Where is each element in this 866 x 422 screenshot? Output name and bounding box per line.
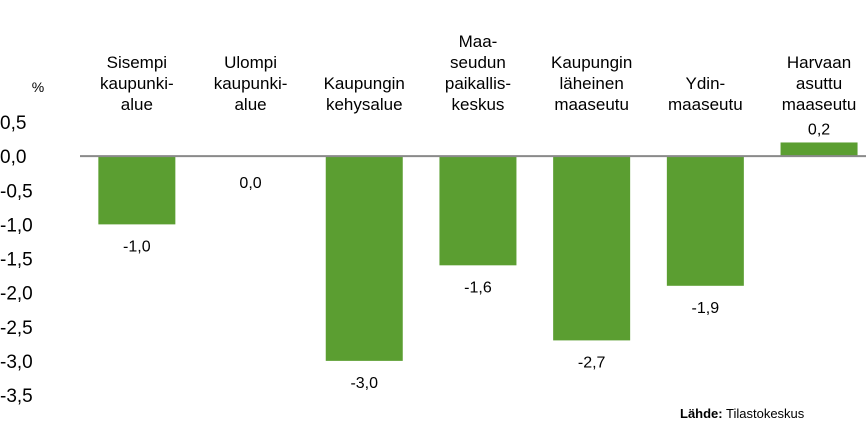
y-tick-label: -2,5 [0, 318, 33, 339]
value-label: -3,0 [350, 375, 378, 392]
x-tick-label: maaseutu [554, 95, 629, 114]
y-tick-label: 0,0 [0, 147, 26, 168]
bar [780, 142, 858, 157]
x-tick-label: paikallis- [445, 74, 511, 93]
source: Lähde: Tilastokeskus [680, 406, 805, 421]
x-tick-label: maaseutu [668, 95, 743, 114]
x-tick-label: maaseutu [782, 95, 857, 114]
x-tick-label: Ulompi [224, 53, 277, 72]
value-label: 0,0 [239, 175, 261, 192]
y-tick-label: -1,5 [0, 250, 33, 271]
x-tick-label: Harvaan [787, 53, 851, 72]
x-tick-label: Sisempi [107, 53, 167, 72]
bar [325, 156, 403, 361]
y-tick-label: -3,0 [0, 352, 33, 373]
x-tick-label: Kaupungin [551, 53, 632, 72]
x-tick-label: alue [234, 95, 266, 114]
x-tick-label: Kaupungin [324, 74, 405, 93]
source-name: Tilastokeskus [726, 406, 805, 421]
value-label: -1,0 [123, 238, 151, 255]
source-label: Lähde: [680, 406, 723, 421]
x-tick-label: läheinen [560, 74, 624, 93]
x-tick-label: Maa- [459, 32, 498, 51]
y-tick-label: -3,5 [0, 386, 33, 407]
y-axis-label: % [32, 79, 44, 95]
value-label: -1,9 [692, 300, 720, 317]
x-tick-label: Ydin- [686, 74, 726, 93]
x-tick-label: keskus [451, 95, 504, 114]
value-label: -2,7 [578, 354, 606, 371]
x-tick-label: kehysalue [326, 95, 403, 114]
x-tick-label: asuttu [796, 74, 842, 93]
y-tick-label: 0,5 [0, 113, 26, 134]
y-tick-label: -1,0 [0, 215, 33, 236]
bar [553, 156, 631, 341]
bar [439, 156, 517, 266]
y-tick-label: -2,0 [0, 284, 33, 305]
x-tick-label: kaupunki- [100, 74, 174, 93]
value-label: -1,6 [464, 279, 492, 296]
bar [98, 156, 176, 225]
x-tick-label: seudun [450, 53, 506, 72]
bar [666, 156, 744, 286]
y-tick-label: -0,5 [0, 181, 33, 202]
x-tick-label: alue [121, 95, 153, 114]
value-label: 0,2 [808, 121, 830, 138]
x-tick-label: kaupunki- [214, 74, 288, 93]
